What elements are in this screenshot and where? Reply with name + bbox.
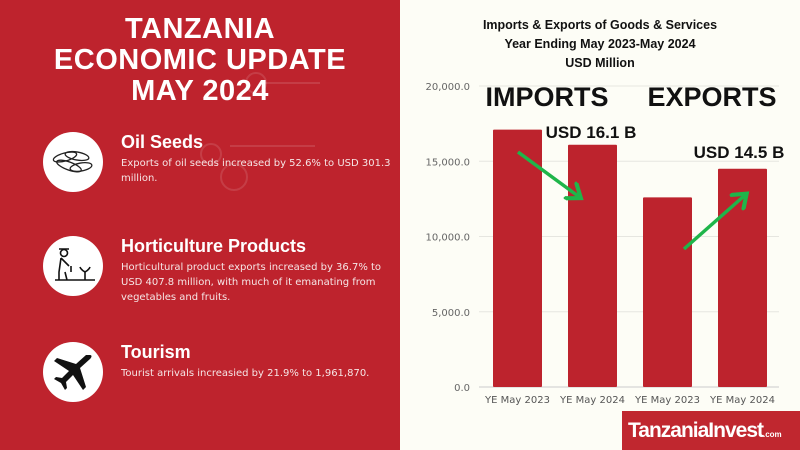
chart-panel: Imports & Exports of Goods & Services Ye… bbox=[400, 0, 800, 450]
bar bbox=[568, 144, 617, 387]
exports-total-label: USD 14.5 B bbox=[694, 143, 785, 162]
group-label-exports: EXPORTS bbox=[647, 82, 776, 112]
imports-total-label: USD 16.1 B bbox=[546, 123, 637, 142]
bar bbox=[718, 168, 767, 387]
page-title: TANZANIA ECONOMIC UPDATE MAY 2024 bbox=[53, 13, 347, 107]
y-tick-label: 20,000.0 bbox=[425, 82, 470, 93]
bar bbox=[493, 129, 542, 387]
chart-title: Imports & Exports of Goods & Services Ye… bbox=[482, 18, 718, 70]
x-tick-label: YE May 2023 bbox=[634, 395, 700, 406]
decrease-arrow bbox=[516, 150, 578, 196]
y-tick-label: 15,000.0 bbox=[425, 157, 470, 168]
increase-arrow bbox=[682, 196, 744, 251]
airplane-icon bbox=[43, 342, 103, 402]
item-heading: Tourism bbox=[121, 342, 191, 362]
item-heading: Horticulture Products bbox=[121, 236, 307, 256]
item-text: Tourist arrivals increasied by 21.9% to … bbox=[121, 368, 370, 379]
bar bbox=[643, 197, 692, 387]
x-tick-label: YE May 2024 bbox=[559, 395, 625, 406]
oil-seeds-icon bbox=[43, 132, 103, 192]
y-tick-label: 0.0 bbox=[454, 383, 470, 394]
item-heading: Oil Seeds bbox=[121, 132, 204, 152]
summary-panel: TANZANIA ECONOMIC UPDATE MAY 2024 Oil Se… bbox=[0, 0, 400, 450]
y-tick-label: 5,000.0 bbox=[432, 308, 470, 319]
x-tick-label: YE May 2024 bbox=[709, 395, 775, 406]
item-text: Horticultural product exports increased … bbox=[121, 262, 382, 303]
group-label-imports: IMPORTS bbox=[485, 82, 608, 112]
farmer-planting-icon bbox=[43, 236, 103, 296]
tanzaniainvest-logo[interactable]: TanzaniaInvest.com bbox=[622, 411, 800, 450]
item-text: Exports of oil seeds increased by 52.6% … bbox=[121, 158, 391, 184]
y-tick-label: 10,000.0 bbox=[425, 233, 470, 244]
x-tick-label: YE May 2023 bbox=[484, 395, 550, 406]
